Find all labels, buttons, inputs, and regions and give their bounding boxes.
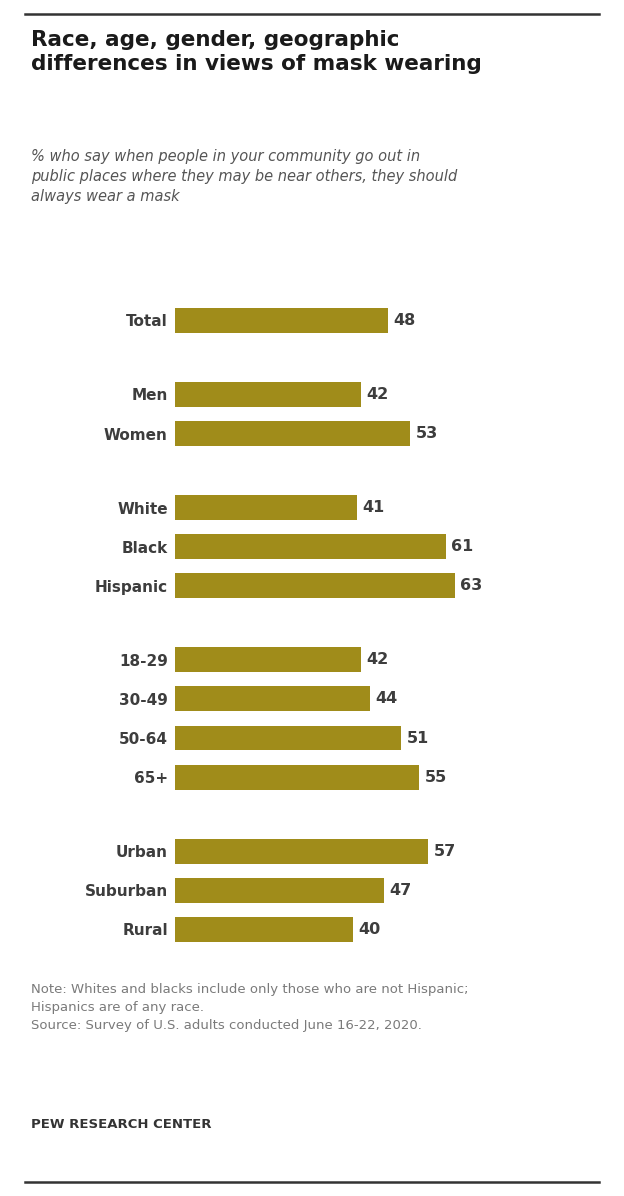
Text: 63: 63 (460, 579, 482, 593)
Text: 40: 40 (358, 922, 380, 936)
Text: Race, age, gender, geographic
differences in views of mask wearing: Race, age, gender, geographic difference… (31, 30, 482, 74)
Text: 41: 41 (363, 500, 384, 515)
Bar (175, 647, 361, 672)
Text: Note: Whites and blacks include only those who are not Hispanic;
Hispanics are o: Note: Whites and blacks include only tho… (31, 983, 469, 1032)
Text: 61: 61 (451, 539, 474, 554)
Text: 42: 42 (367, 388, 389, 402)
Bar (175, 535, 446, 559)
Text: 44: 44 (376, 691, 398, 707)
Bar (175, 687, 371, 712)
Text: 51: 51 (407, 731, 429, 745)
Bar (175, 764, 419, 789)
Bar (175, 917, 353, 941)
Text: 55: 55 (424, 770, 447, 785)
Bar (175, 573, 455, 598)
Bar (175, 495, 357, 520)
Bar (175, 309, 388, 332)
Text: 47: 47 (389, 883, 411, 898)
Text: 53: 53 (416, 426, 438, 441)
Bar (175, 726, 401, 750)
Text: 48: 48 (394, 313, 416, 328)
Text: 57: 57 (434, 843, 456, 859)
Text: PEW RESEARCH CENTER: PEW RESEARCH CENTER (31, 1118, 212, 1131)
Text: % who say when people in your community go out in
public places where they may b: % who say when people in your community … (31, 150, 457, 205)
Bar (175, 421, 411, 446)
Text: 42: 42 (367, 652, 389, 667)
Bar (175, 382, 361, 407)
Bar (175, 838, 428, 864)
Bar (175, 878, 384, 903)
